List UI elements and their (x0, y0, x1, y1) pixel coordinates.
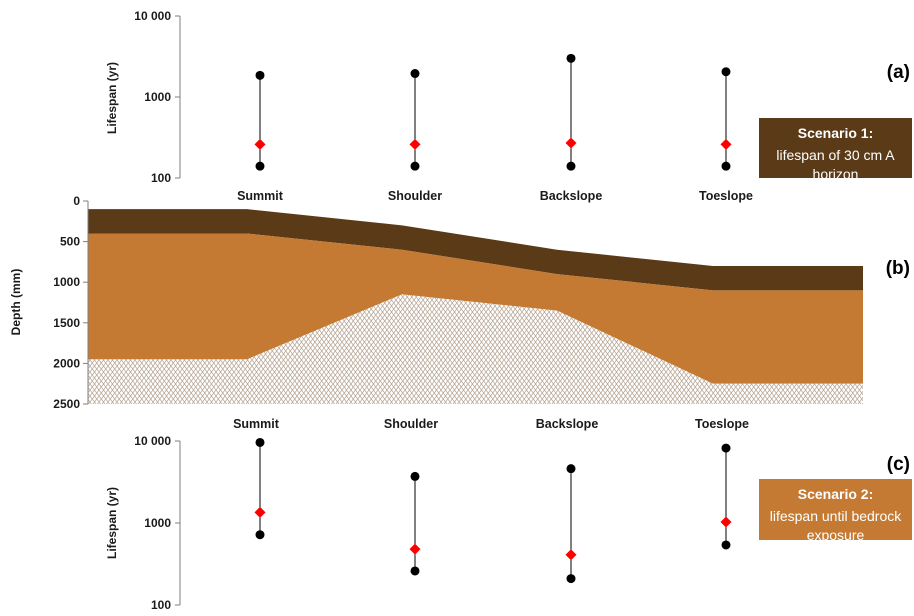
data-point (255, 70, 265, 80)
category-label: Backslope (540, 189, 603, 203)
panel-a-lifespan-scenario1: 10 000 1000 100 Lifespan (yr) Summit Shoulder… (105, 9, 910, 203)
data-point (721, 540, 731, 550)
y-axis-title: Lifespan (yr) (105, 62, 119, 134)
y-tick-label: 500 (60, 235, 80, 249)
y-axis-title: Depth (mm) (9, 269, 23, 336)
y-tick-label: 2000 (53, 356, 80, 370)
data-point (721, 161, 731, 171)
scenario-2-box: Scenario 2: lifespan until bedrock expos… (759, 479, 912, 543)
data-point-diamond (409, 543, 421, 555)
data-point-diamond (720, 516, 732, 528)
y-tick-label: 2500 (53, 397, 80, 411)
scenario-2-body: lifespan until bedrock exposure (769, 508, 902, 543)
data-point (255, 437, 265, 447)
data-point (410, 471, 420, 481)
y-tick-label: 1000 (144, 90, 171, 104)
y-tick-label: 1500 (53, 316, 80, 330)
data-point (410, 161, 420, 171)
layer-bedrock (88, 294, 863, 404)
panel-b-depth-profile: 0 500 1000 1500 2000 2500 Depth (mm) Summit Shou… (9, 194, 910, 431)
data-point-diamond (254, 138, 266, 150)
data-point (255, 161, 265, 171)
data-point (566, 574, 576, 584)
layer-subsoil (88, 233, 863, 384)
y-tick-label: 1000 (144, 516, 171, 530)
data-point (566, 464, 576, 474)
y-tick-label: 1000 (53, 275, 80, 289)
panel-label: (c) (887, 454, 910, 475)
scenario-1-box: Scenario 1: lifespan of 30 cm A horizon (759, 118, 912, 182)
data-point (721, 67, 731, 77)
y-axis-title: Lifespan (yr) (105, 487, 119, 559)
y-tick-label: 10 000 (134, 434, 171, 448)
category-label: Backslope (536, 417, 599, 431)
category-label: Shoulder (384, 417, 438, 431)
panel-label: (b) (886, 258, 910, 279)
category-label: Summit (237, 189, 284, 203)
category-label: Shoulder (388, 189, 442, 203)
data-point (566, 161, 576, 171)
panel-c-lifespan-scenario2: 10 000 1000 100 Lifespan (yr) (c) (105, 434, 910, 612)
data-point-diamond (565, 549, 577, 561)
data-point (410, 69, 420, 79)
data-point-diamond (565, 137, 577, 149)
category-label: Summit (233, 417, 280, 431)
y-tick-label: 100 (151, 598, 171, 612)
category-label: Toeslope (699, 189, 753, 203)
data-point (255, 530, 265, 540)
layer-a-horizon (88, 209, 863, 291)
y-tick-label: 10 000 (134, 9, 171, 23)
scenario-1-title: Scenario 1: (797, 125, 874, 141)
scenario-1-body: lifespan of 30 cm A horizon (776, 147, 895, 182)
data-point-diamond (409, 138, 421, 150)
data-point (410, 566, 420, 576)
data-point (721, 443, 731, 453)
data-point (566, 53, 576, 63)
y-tick-label: 0 (73, 194, 80, 208)
category-label: Toeslope (695, 417, 749, 431)
scenario-2-title: Scenario 2: (797, 486, 874, 502)
panel-label: (a) (887, 62, 910, 83)
data-point-diamond (720, 138, 732, 150)
y-tick-label: 100 (151, 171, 171, 185)
data-point-diamond (254, 506, 266, 518)
